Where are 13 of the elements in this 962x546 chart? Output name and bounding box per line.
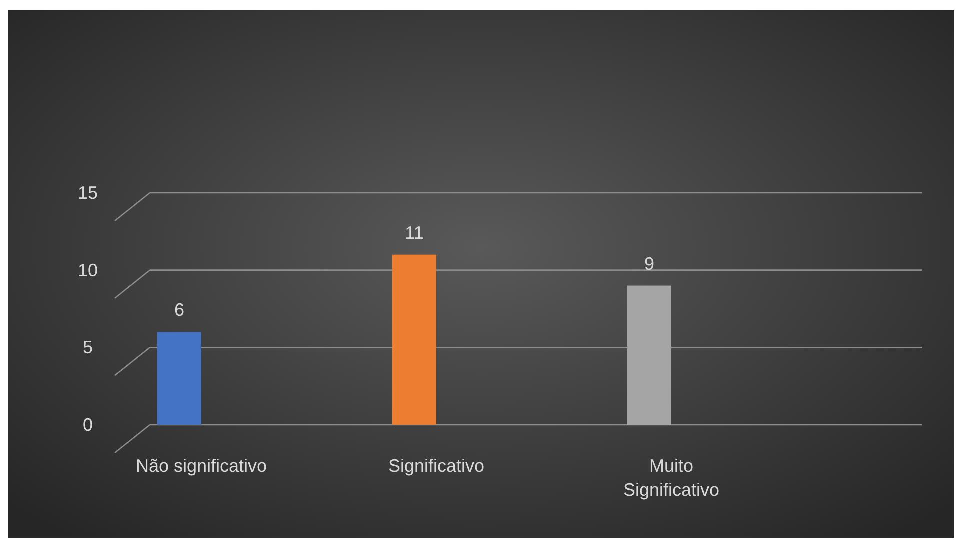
- x-tick-label: Significativo: [388, 456, 485, 476]
- y-tick-label: 5: [82, 338, 94, 358]
- y-tick-label: 15: [78, 183, 98, 203]
- x-tick-label: Muito Significativo: [623, 456, 720, 500]
- bar: [392, 254, 436, 425]
- y-tick-label: 10: [78, 260, 98, 280]
- y-tick-label: 0: [82, 415, 94, 435]
- data-label: 6: [174, 300, 185, 320]
- data-label: 11: [405, 222, 424, 243]
- bar: [628, 286, 672, 425]
- data-label: 9: [644, 254, 655, 274]
- x-tick-label: Não significativo: [136, 456, 268, 476]
- bar: [158, 332, 202, 425]
